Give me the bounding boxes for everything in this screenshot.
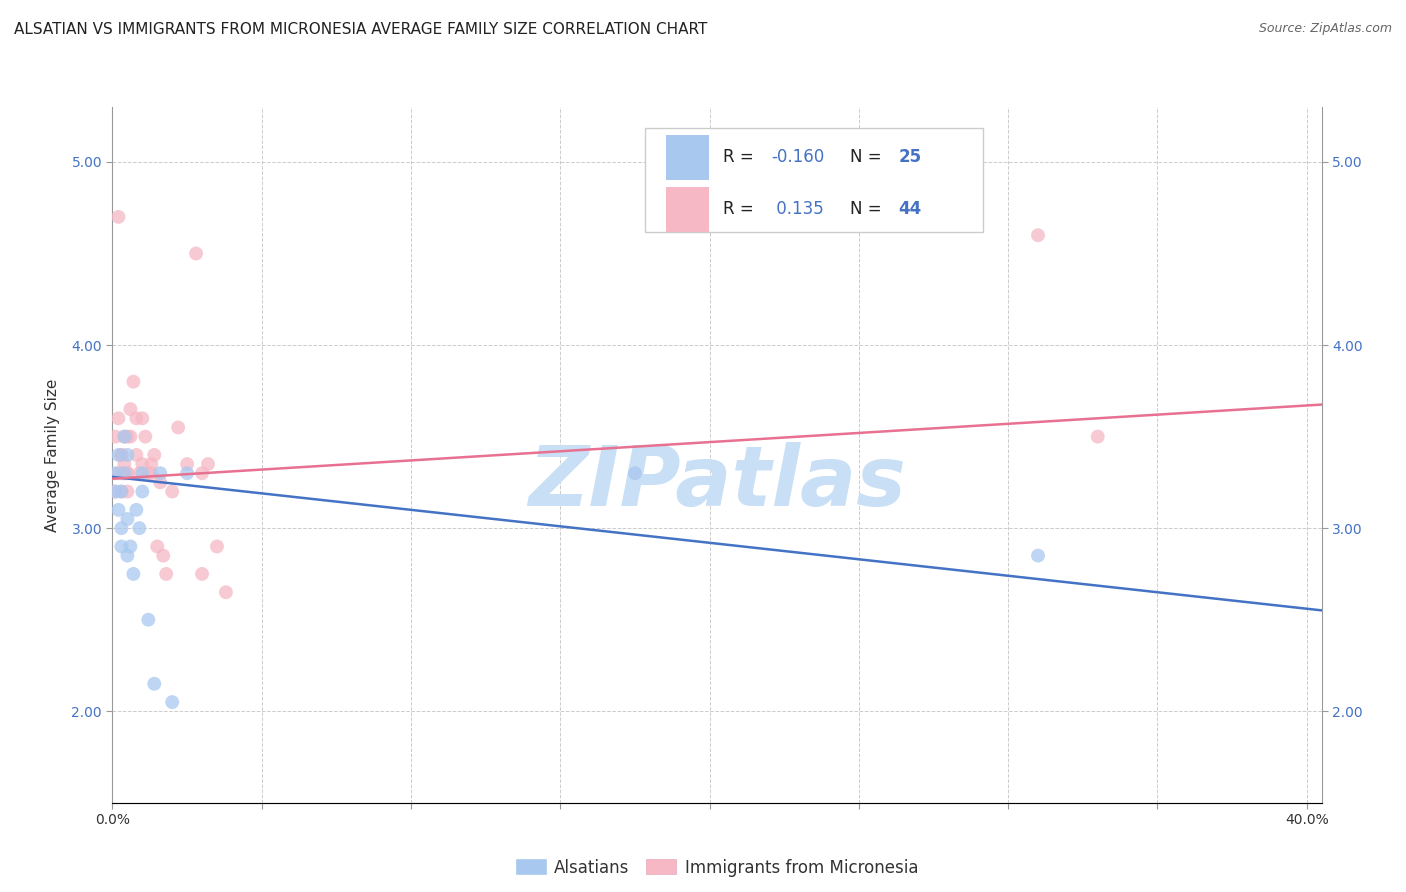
Point — [146, 540, 169, 554]
Point — [136, 613, 159, 627]
Point — [120, 402, 142, 417]
Text: N =: N = — [851, 148, 887, 166]
Point — [131, 484, 153, 499]
Point — [184, 246, 207, 260]
Text: ZIPatlas: ZIPatlas — [529, 442, 905, 524]
Point — [160, 695, 183, 709]
Point — [205, 540, 228, 554]
Text: N =: N = — [851, 201, 887, 219]
Point — [141, 467, 163, 481]
Point — [110, 448, 132, 462]
Point — [117, 429, 139, 443]
Text: ALSATIAN VS IMMIGRANTS FROM MICRONESIA AVERAGE FAMILY SIZE CORRELATION CHART: ALSATIAN VS IMMIGRANTS FROM MICRONESIA A… — [14, 22, 707, 37]
Point — [167, 420, 190, 434]
Text: 25: 25 — [898, 148, 921, 166]
Point — [191, 467, 214, 481]
Point — [112, 429, 135, 443]
Point — [110, 467, 132, 481]
Text: R =: R = — [723, 148, 759, 166]
Point — [117, 512, 139, 526]
Point — [104, 429, 127, 443]
Point — [160, 484, 183, 499]
Point — [176, 467, 198, 481]
Point — [149, 475, 172, 490]
Point — [112, 429, 135, 443]
Text: R =: R = — [723, 201, 759, 219]
Point — [117, 549, 139, 563]
Point — [110, 540, 132, 554]
Point — [1026, 549, 1049, 563]
Point — [110, 448, 132, 462]
Text: 44: 44 — [898, 201, 922, 219]
Point — [110, 484, 132, 499]
Point — [117, 467, 139, 481]
Point — [107, 503, 129, 517]
Point — [107, 448, 129, 462]
Point — [128, 467, 150, 481]
Point — [141, 457, 163, 471]
Point — [624, 467, 647, 481]
Point — [117, 467, 139, 481]
Point — [112, 467, 135, 481]
Point — [128, 521, 150, 535]
Point — [155, 566, 177, 581]
Text: Source: ZipAtlas.com: Source: ZipAtlas.com — [1258, 22, 1392, 36]
Point — [1026, 228, 1049, 243]
Point — [131, 411, 153, 425]
FancyBboxPatch shape — [644, 128, 983, 232]
Point — [117, 448, 139, 462]
Point — [125, 411, 148, 425]
Point — [104, 484, 127, 499]
Text: -0.160: -0.160 — [772, 148, 825, 166]
FancyBboxPatch shape — [666, 135, 709, 180]
Point — [107, 210, 129, 224]
Point — [1087, 429, 1109, 443]
Point — [136, 467, 159, 481]
Point — [143, 677, 166, 691]
Point — [125, 503, 148, 517]
Y-axis label: Average Family Size: Average Family Size — [45, 378, 60, 532]
Point — [131, 467, 153, 481]
Point — [143, 448, 166, 462]
Point — [152, 549, 174, 563]
Point — [134, 429, 156, 443]
Point — [125, 448, 148, 462]
Point — [104, 467, 127, 481]
Point — [197, 457, 219, 471]
Point — [110, 521, 132, 535]
Point — [112, 467, 135, 481]
Point — [131, 457, 153, 471]
Legend: Alsatians, Immigrants from Micronesia: Alsatians, Immigrants from Micronesia — [508, 850, 927, 885]
Point — [120, 429, 142, 443]
Point — [176, 457, 198, 471]
Point — [107, 467, 129, 481]
Text: 0.135: 0.135 — [772, 201, 824, 219]
Point — [215, 585, 238, 599]
Point — [120, 540, 142, 554]
Point — [110, 484, 132, 499]
Point — [149, 467, 172, 481]
Point — [112, 457, 135, 471]
Point — [191, 566, 214, 581]
Point — [104, 484, 127, 499]
Point — [122, 375, 145, 389]
FancyBboxPatch shape — [666, 186, 709, 232]
Point — [122, 566, 145, 581]
Point — [107, 411, 129, 425]
Point — [117, 484, 139, 499]
